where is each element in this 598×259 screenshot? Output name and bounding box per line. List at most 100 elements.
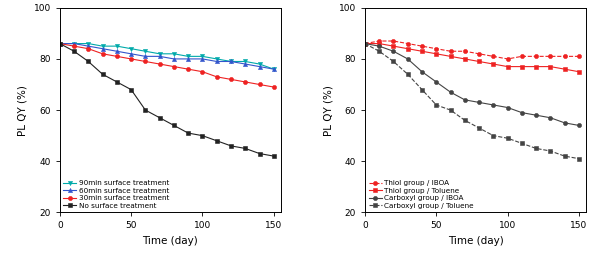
30min surface treatment [270, 85, 277, 89]
Thiol group / IBOA [561, 55, 568, 58]
30min surface treatment [142, 60, 149, 63]
60min surface treatment [56, 42, 63, 45]
60min surface treatment [113, 50, 120, 53]
Thiol group / Toluene [447, 55, 454, 58]
No surface treatment [127, 88, 135, 91]
90min surface treatment [170, 52, 178, 55]
Carboxyl group / Toluene [433, 103, 440, 106]
30min surface treatment [113, 55, 120, 58]
Carboxyl group / Toluene [533, 147, 540, 150]
30min surface treatment [242, 80, 249, 83]
Thiol group / IBOA [504, 57, 511, 61]
Carboxyl group / Toluene [447, 109, 454, 112]
Thiol group / IBOA [433, 47, 440, 50]
60min surface treatment [213, 60, 220, 63]
90min surface treatment [71, 42, 78, 45]
90min surface treatment [256, 62, 263, 66]
60min surface treatment [185, 57, 192, 61]
90min surface treatment [56, 42, 63, 45]
30min surface treatment [156, 62, 163, 66]
Carboxyl group / Toluene [575, 157, 582, 160]
No surface treatment [113, 80, 120, 83]
Line: Thiol group / IBOA: Thiol group / IBOA [363, 39, 581, 61]
Carboxyl group / IBOA [518, 111, 526, 114]
90min surface treatment [85, 42, 92, 45]
60min surface treatment [99, 47, 106, 50]
Thiol group / IBOA [461, 50, 468, 53]
Thiol group / Toluene [461, 57, 468, 61]
90min surface treatment [199, 55, 206, 58]
Carboxyl group / Toluene [404, 73, 411, 76]
No surface treatment [85, 60, 92, 63]
X-axis label: Time (day): Time (day) [142, 236, 198, 246]
Thiol group / IBOA [475, 52, 483, 55]
30min surface treatment [99, 52, 106, 55]
Carboxyl group / IBOA [533, 114, 540, 117]
Carboxyl group / IBOA [490, 103, 497, 106]
90min surface treatment [270, 68, 277, 71]
Thiol group / IBOA [533, 55, 540, 58]
Thiol group / IBOA [361, 42, 368, 45]
No surface treatment [71, 50, 78, 53]
Thiol group / Toluene [547, 65, 554, 68]
Thiol group / Toluene [490, 62, 497, 66]
Carboxyl group / IBOA [419, 70, 426, 73]
30min surface treatment [71, 45, 78, 48]
Carboxyl group / IBOA [475, 101, 483, 104]
Carboxyl group / Toluene [561, 155, 568, 158]
No surface treatment [185, 132, 192, 135]
Carboxyl group / Toluene [390, 60, 397, 63]
Thiol group / Toluene [475, 60, 483, 63]
30min surface treatment [127, 57, 135, 61]
30min surface treatment [227, 78, 234, 81]
Line: Carboxyl group / Toluene: Carboxyl group / Toluene [363, 41, 581, 161]
No surface treatment [270, 155, 277, 158]
Carboxyl group / IBOA [390, 50, 397, 53]
Thiol group / IBOA [490, 55, 497, 58]
Line: No surface treatment: No surface treatment [58, 41, 276, 158]
Carboxyl group / IBOA [547, 116, 554, 119]
Thiol group / Toluene [575, 70, 582, 73]
60min surface treatment [199, 57, 206, 61]
Thiol group / Toluene [504, 65, 511, 68]
Carboxyl group / Toluene [518, 142, 526, 145]
30min surface treatment [213, 75, 220, 78]
Line: Carboxyl group / IBOA: Carboxyl group / IBOA [363, 41, 581, 127]
Carboxyl group / IBOA [447, 91, 454, 94]
30min surface treatment [56, 42, 63, 45]
90min surface treatment [185, 55, 192, 58]
Thiol group / Toluene [404, 47, 411, 50]
Line: 30min surface treatment: 30min surface treatment [58, 41, 276, 89]
90min surface treatment [213, 57, 220, 61]
Line: 90min surface treatment: 90min surface treatment [58, 41, 276, 71]
Line: Thiol group / Toluene: Thiol group / Toluene [363, 41, 581, 74]
90min surface treatment [242, 60, 249, 63]
90min surface treatment [156, 52, 163, 55]
Carboxyl group / IBOA [433, 80, 440, 83]
30min surface treatment [170, 65, 178, 68]
Thiol group / Toluene [561, 68, 568, 71]
60min surface treatment [142, 55, 149, 58]
Line: 60min surface treatment: 60min surface treatment [58, 41, 276, 71]
90min surface treatment [99, 45, 106, 48]
60min surface treatment [71, 42, 78, 45]
Thiol group / Toluene [533, 65, 540, 68]
90min surface treatment [127, 47, 135, 50]
Thiol group / IBOA [518, 55, 526, 58]
Thiol group / Toluene [433, 52, 440, 55]
Thiol group / Toluene [419, 50, 426, 53]
Y-axis label: PL QY (%): PL QY (%) [18, 85, 28, 135]
Carboxyl group / Toluene [490, 134, 497, 137]
Carboxyl group / IBOA [461, 98, 468, 102]
60min surface treatment [256, 65, 263, 68]
Thiol group / IBOA [419, 45, 426, 48]
No surface treatment [199, 134, 206, 137]
No surface treatment [242, 147, 249, 150]
60min surface treatment [156, 55, 163, 58]
Carboxyl group / IBOA [561, 121, 568, 124]
30min surface treatment [256, 83, 263, 86]
Thiol group / IBOA [390, 39, 397, 42]
Carboxyl group / IBOA [504, 106, 511, 109]
60min surface treatment [85, 45, 92, 48]
No surface treatment [142, 109, 149, 112]
